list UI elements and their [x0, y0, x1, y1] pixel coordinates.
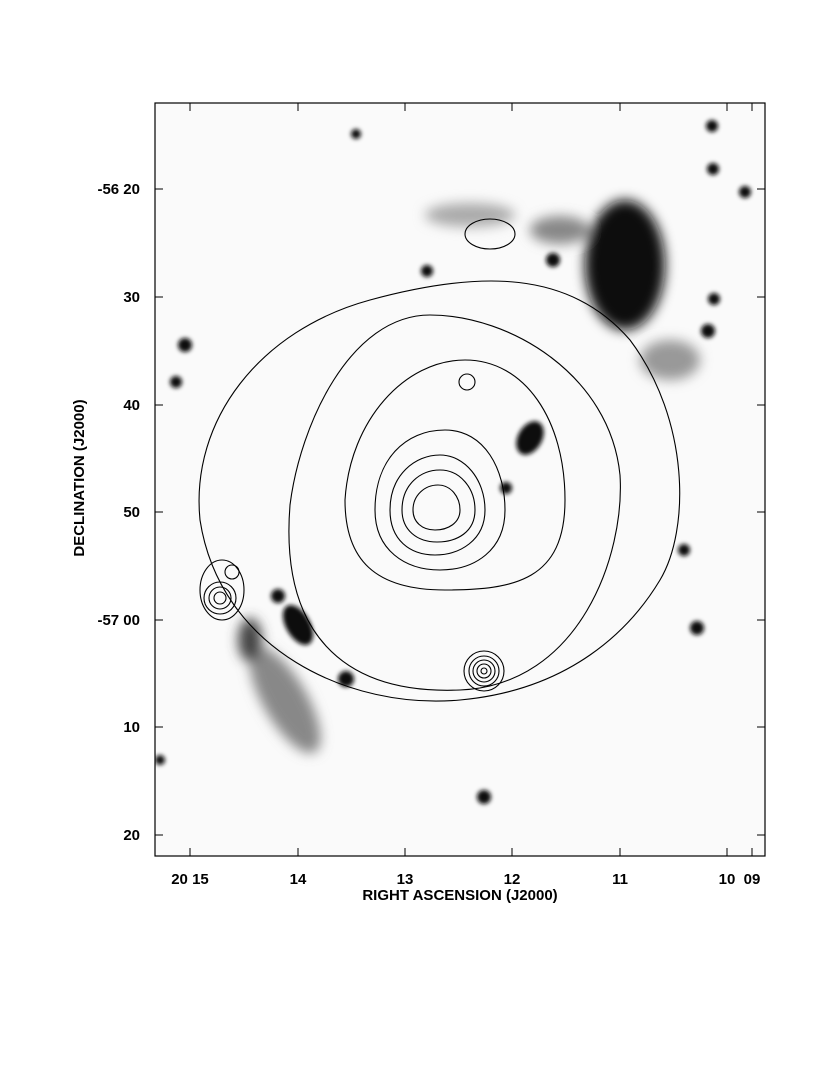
x-tick-label: 20 15: [171, 871, 209, 888]
sky-image: [155, 103, 765, 856]
x-tick-label: 10: [719, 871, 736, 888]
x-tick-label: 12: [504, 871, 521, 888]
y-tick-label: -56 20: [97, 181, 140, 198]
x-tick-label: 14: [290, 871, 307, 888]
point-source-contours: [199, 218, 516, 692]
y-tick-label: 20: [123, 827, 140, 844]
x-tick-label: 13: [397, 871, 414, 888]
y-tick-label: -57 00: [97, 612, 140, 629]
x-tick-label: 09: [744, 871, 761, 888]
frame: [154, 102, 766, 857]
y-axis-label: DECLINATION (J2000): [71, 399, 88, 556]
axis-ticks: 20 15 14 13 12 11 10 09 -56 20 30 40 50 -57 00 10 20: [97, 103, 765, 888]
y-tick-label: 50: [123, 504, 140, 521]
y-tick-label: 40: [123, 397, 140, 414]
y-tick-label: 30: [123, 289, 140, 306]
x-tick-label: 11: [612, 871, 628, 888]
contours: [198, 218, 681, 702]
y-tick-label: 10: [123, 719, 140, 736]
x-axis-label: RIGHT ASCENSION (J2000): [362, 887, 557, 904]
